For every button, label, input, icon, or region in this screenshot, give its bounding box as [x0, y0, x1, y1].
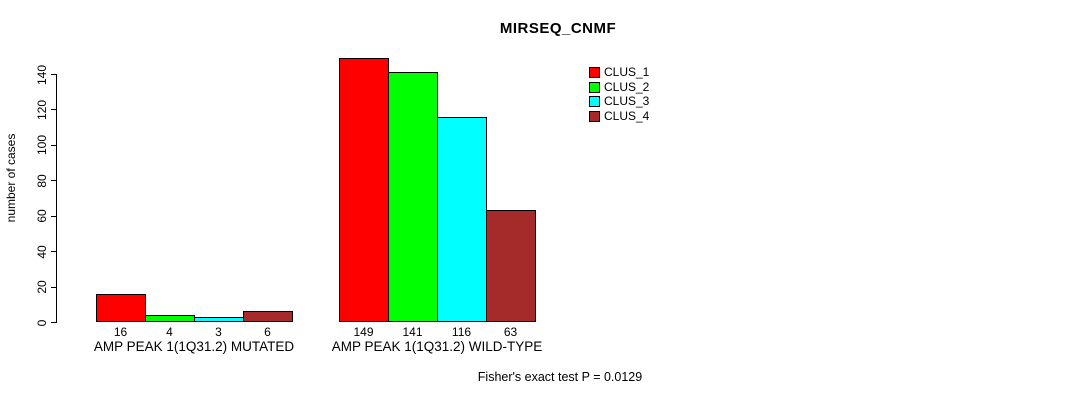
legend-item: CLUS_2 — [589, 80, 649, 95]
legend-label: CLUS_2 — [604, 79, 650, 94]
bar-value-label: 3 — [215, 325, 222, 339]
y-tick-label: 0 — [35, 319, 49, 326]
y-tick-label: 20 — [35, 280, 49, 294]
y-tick-mark — [51, 74, 56, 75]
bar-clus_4-group2 — [486, 210, 536, 322]
y-tick-mark — [51, 215, 56, 217]
y-axis-title: number of cases — [4, 133, 18, 223]
bar-clus_3-group1 — [194, 316, 244, 322]
y-tick-mark — [51, 144, 56, 146]
legend-swatch-clus_4 — [589, 110, 600, 122]
legend-label: CLUS_3 — [604, 94, 650, 109]
legend-swatch-clus_3 — [589, 96, 600, 108]
bar-clus_4-group1 — [243, 311, 293, 322]
y-tick-label: 60 — [35, 209, 49, 223]
legend: CLUS_1 CLUS_2 CLUS_3 CLUS_4 — [589, 65, 649, 124]
y-tick-label: 80 — [35, 174, 49, 188]
bar-value-label: 63 — [503, 325, 518, 339]
legend-label: CLUS_4 — [604, 108, 650, 123]
bar-clus_1-group2 — [339, 58, 389, 322]
stats-caption: Fisher's exact test P = 0.0129 — [477, 370, 643, 384]
legend-label: CLUS_1 — [604, 64, 650, 79]
bar-clus_3-group2 — [437, 116, 487, 322]
bar-value-label: 141 — [402, 325, 423, 339]
y-tick-mark — [51, 322, 56, 323]
legend-swatch-clus_1 — [589, 66, 600, 78]
bar-value-label: 4 — [166, 325, 173, 339]
bar-clus_2-group2 — [388, 72, 438, 322]
legend-item: CLUS_4 — [589, 109, 649, 124]
y-tick-label: 140 — [35, 64, 49, 85]
bar-value-label: 16 — [113, 325, 128, 339]
y-axis-line — [56, 74, 57, 323]
bar-clus_1-group1 — [96, 293, 146, 322]
y-tick-mark — [51, 109, 56, 111]
y-tick-mark — [51, 286, 56, 288]
bar-value-label: 149 — [353, 325, 374, 339]
legend-swatch-clus_2 — [589, 81, 600, 93]
y-tick-mark — [51, 180, 56, 182]
y-tick-label: 100 — [35, 135, 49, 156]
x-category-label: AMP PEAK 1(1Q31.2) WILD-TYPE — [331, 339, 543, 354]
y-tick-label: 120 — [35, 99, 49, 120]
legend-item: CLUS_1 — [589, 65, 649, 80]
chart-title: MIRSEQ_CNMF — [499, 20, 617, 37]
bar-value-label: 6 — [264, 325, 271, 339]
bar-clus_2-group1 — [145, 314, 195, 322]
x-category-label: AMP PEAK 1(1Q31.2) MUTATED — [93, 339, 295, 354]
y-tick-mark — [51, 251, 56, 253]
y-tick-label: 40 — [35, 244, 49, 259]
legend-item: CLUS_3 — [589, 94, 649, 109]
bar-value-label: 116 — [451, 325, 472, 339]
